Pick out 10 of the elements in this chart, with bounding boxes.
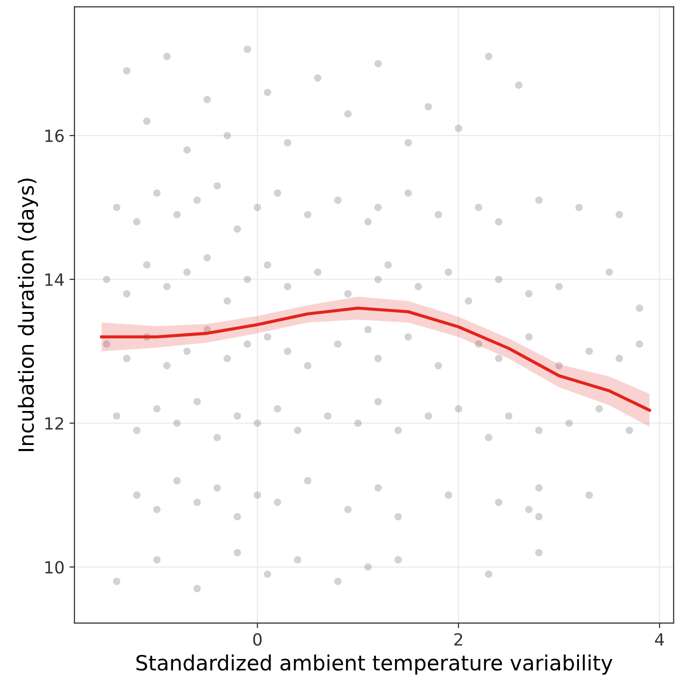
x-tick-label: 2 (454, 633, 462, 646)
y-axis-title: Incubation duration (days) (18, 178, 38, 452)
x-tick-label: 4 (655, 633, 664, 646)
y-tick-label: 10 (45, 560, 64, 574)
x-axis-title: Standardized ambient temperature variability (136, 654, 612, 675)
line-series (100, 306, 652, 412)
y-tick-label: 12 (45, 417, 64, 430)
y-tick-label: 14 (45, 274, 64, 286)
y-tick-label: 16 (45, 130, 64, 142)
x-tick-label: 0 (253, 633, 262, 646)
